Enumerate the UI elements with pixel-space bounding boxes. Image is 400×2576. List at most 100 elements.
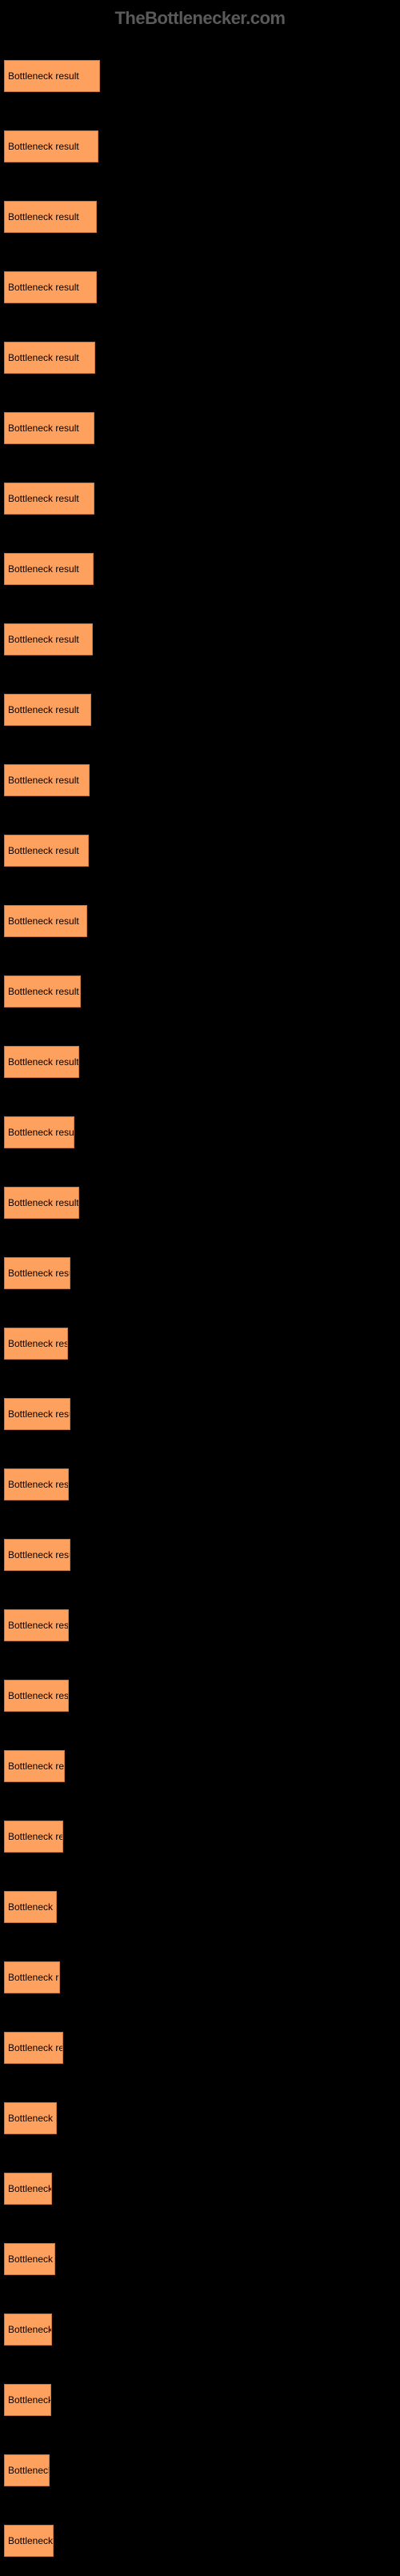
bar-group: Bottleneck result xyxy=(4,1801,400,1872)
bar-inner-label: Bottleneck result xyxy=(5,211,79,222)
bar-inner-label: Bottleneck result xyxy=(5,423,79,434)
bar-group: Bottleneck result xyxy=(4,1027,400,1097)
bar-inner-label: Bottleneck result xyxy=(5,1831,62,1842)
bar-group: Bottleneck result xyxy=(4,1731,400,1801)
bar: Bottleneck result xyxy=(4,1680,69,1712)
bar-inner-label: Bottleneck result xyxy=(5,2042,62,2053)
bar-value-label: 470 xyxy=(93,623,113,655)
bar-group: Bottleneck result xyxy=(4,2294,400,2365)
bar-inner-label: Bottleneck result xyxy=(5,1056,78,1068)
bar-value-label: 477 xyxy=(94,483,114,515)
bar: Bottleneck result xyxy=(4,342,95,374)
bar-inner-label: Bottleneck result xyxy=(5,1127,74,1138)
bar: Bottleneck result xyxy=(4,2243,55,2275)
bar-value-label: 490 xyxy=(97,201,117,233)
bar-wrap: Bottleneck result xyxy=(4,2314,400,2346)
bar-group: Bottleneck result xyxy=(4,1449,400,1520)
bar: Bottleneck result xyxy=(4,1116,74,1148)
bar-inner-label: Bottleneck result xyxy=(5,563,79,575)
bar-value-label: 448 xyxy=(89,835,109,867)
bar-value-label: 478 xyxy=(94,412,114,444)
bar-group: Bottleneck result 475 xyxy=(4,534,400,604)
bar: Bottleneck result xyxy=(4,1046,79,1078)
bar-group: Bottleneck result506 xyxy=(4,41,400,111)
bar-group: Bottleneck result xyxy=(4,2365,400,2435)
bar-wrap: Bottleneck result xyxy=(4,1468,400,1500)
bar-group: Bottleneck result xyxy=(4,2013,400,2083)
bar-group: Bottleneck result xyxy=(4,2435,400,2506)
bar-group: Bottleneck result xyxy=(4,1379,400,1449)
bar-value-label: 475 xyxy=(94,553,114,585)
bar-inner-label: Bottleneck result xyxy=(5,1197,78,1208)
bar-inner-label: Bottleneck result xyxy=(5,1761,64,1772)
bar-inner-label: Bottleneck result xyxy=(5,352,79,363)
bar: Bottleneck result xyxy=(4,1961,60,1993)
bar-group: Bottleneck result481 xyxy=(4,323,400,393)
bar: Bottleneck result xyxy=(4,694,91,726)
bar: Bottleneck result xyxy=(4,483,94,515)
bar-inner-label: Bottleneck result xyxy=(5,2535,53,2546)
bar-wrap: Bottleneck result xyxy=(4,1257,400,1289)
bar: Bottleneck result xyxy=(4,905,87,937)
bar-group: Bottleneck result440 xyxy=(4,886,400,956)
bar-inner-label: Bottleneck result xyxy=(5,1901,56,1913)
bar-wrap: Bottleneck result xyxy=(4,1116,400,1148)
bar-wrap: Bottleneck result xyxy=(4,2102,400,2134)
bar-group: Bottleneck result xyxy=(4,1238,400,1308)
bar-group: Bottleneck result xyxy=(4,956,400,1027)
bar-group: Bottleneck result488 xyxy=(4,252,400,323)
bar: Bottleneck result xyxy=(4,623,93,655)
bar-group: Bottleneck result xyxy=(4,2224,400,2294)
bar-wrap: Bottleneck result506 xyxy=(4,60,400,92)
bar-wrap: Bottleneck result 478 xyxy=(4,412,400,444)
bar-inner-label: Bottleneck result xyxy=(5,493,79,504)
bar: Bottleneck result xyxy=(4,2314,52,2346)
bar-wrap: Bottleneck result440 xyxy=(4,905,400,937)
bar-wrap: Bottleneck result xyxy=(4,1187,400,1219)
bar-inner-label: Bottleneck result xyxy=(5,2324,51,2335)
bar-inner-label: Bottleneck result xyxy=(5,1620,68,1631)
bar: Bottleneck result xyxy=(4,1468,69,1500)
bar-group: Bottleneck result xyxy=(4,1097,400,1168)
bar-wrap: Bottleneck result 490 xyxy=(4,201,400,233)
bar-wrap: Bottleneck result xyxy=(4,1609,400,1641)
bar-group: Bottleneck result460 xyxy=(4,675,400,745)
bar-group: Bottleneck result470 xyxy=(4,604,400,675)
bar: Bottleneck result xyxy=(4,1257,70,1289)
bar-value-label: 495 xyxy=(98,130,118,162)
bar-wrap: Bottleneck result 475 xyxy=(4,553,400,585)
bar: Bottleneck result xyxy=(4,1750,65,1782)
bar-group: Bottleneck result495 xyxy=(4,111,400,182)
bar-inner-label: Bottleneck result xyxy=(5,1690,68,1701)
bar: Bottleneck result xyxy=(4,1891,57,1923)
bar-wrap: Bottleneck result xyxy=(4,2173,400,2205)
bar-wrap: Bottleneck result xyxy=(4,1539,400,1571)
bar-group: Bottleneck result xyxy=(4,2153,400,2224)
bar-group: Bottleneck result 478 xyxy=(4,393,400,463)
bar-wrap: Bottleneck result xyxy=(4,2525,400,2557)
bar-inner-label: Bottleneck result xyxy=(5,2183,51,2194)
bar-value-label: 455 xyxy=(90,764,110,796)
bar-wrap: Bottleneck result xyxy=(4,2243,400,2275)
bar-value-label: 440 xyxy=(87,905,107,937)
bar-group: Bottleneck result 477 xyxy=(4,463,400,534)
bar-wrap: Bottleneck result481 xyxy=(4,342,400,374)
bar-group: Bottleneck result xyxy=(4,2083,400,2153)
bar: Bottleneck result xyxy=(4,2384,51,2416)
bar-wrap: Bottleneck result xyxy=(4,2032,400,2064)
bar-wrap: Bottleneck result xyxy=(4,2454,400,2486)
bar-wrap: Bottleneck result xyxy=(4,2384,400,2416)
bar-inner-label: Bottleneck result xyxy=(5,845,79,856)
bar-inner-label: Bottleneck result xyxy=(5,2253,54,2265)
bar: Bottleneck result xyxy=(4,60,100,92)
bar-group: Bottleneck result xyxy=(4,1308,400,1379)
bar: Bottleneck result xyxy=(4,271,97,303)
bar: Bottleneck result xyxy=(4,1328,68,1360)
bar-wrap: Bottleneck result xyxy=(4,1046,400,1078)
bar-inner-label: Bottleneck result xyxy=(5,1338,67,1349)
bar-value-label: 460 xyxy=(91,694,111,726)
bar-group: Bottleneck result455 xyxy=(4,745,400,815)
bar-group: Bottleneck result xyxy=(4,1520,400,1590)
bar-wrap: Bottleneck result xyxy=(4,1961,400,1993)
bar-group: Bottleneck result xyxy=(4,1661,400,1731)
